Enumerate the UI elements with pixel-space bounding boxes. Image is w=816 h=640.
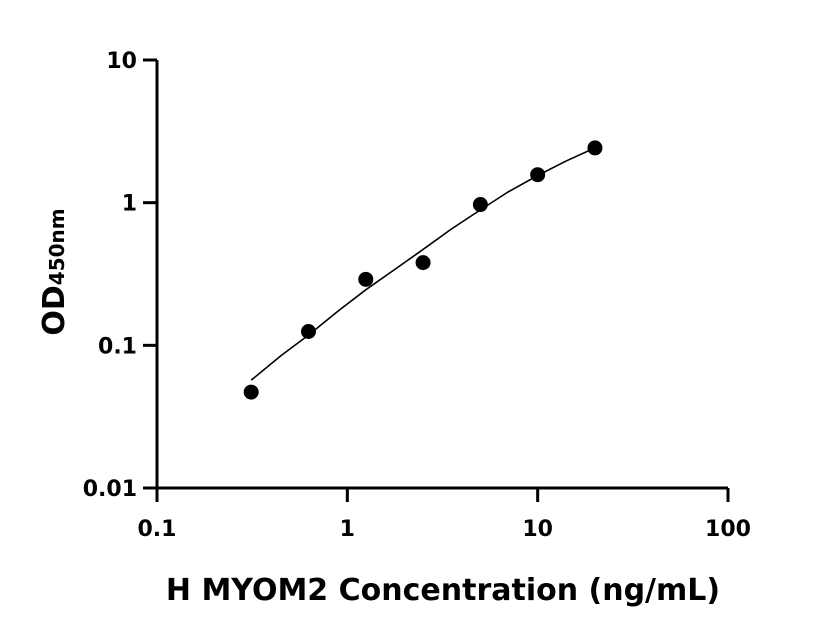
y-tick-label: 1	[122, 192, 137, 217]
data-point	[243, 384, 259, 400]
x-tick-label: 10	[522, 517, 553, 542]
y-axis-title-sub: 450nm	[45, 208, 69, 285]
data-point	[300, 324, 316, 340]
x-axis-title: H MYOM2 Concentration (ng/mL)	[166, 573, 720, 608]
data-point	[415, 255, 431, 271]
x-ticks: 0.1 1 10 100	[138, 488, 751, 542]
y-axis-title: OD450nm	[37, 208, 72, 335]
axes	[155, 60, 728, 490]
y-ticks: 0.01 0.1 1 10	[83, 49, 157, 502]
data-point	[587, 140, 603, 156]
y-tick-label: 0.01	[83, 477, 137, 502]
x-tick-label: 1	[340, 517, 355, 542]
data-point	[472, 197, 488, 213]
x-tick-label: 0.1	[138, 517, 177, 542]
y-tick-label: 0.1	[98, 334, 137, 359]
data-point	[530, 167, 546, 183]
x-tick-label: 100	[705, 517, 751, 542]
data-point	[358, 271, 374, 287]
y-axis-title-main: OD	[37, 285, 72, 335]
data-points	[243, 140, 603, 400]
y-tick-label: 10	[106, 49, 137, 74]
